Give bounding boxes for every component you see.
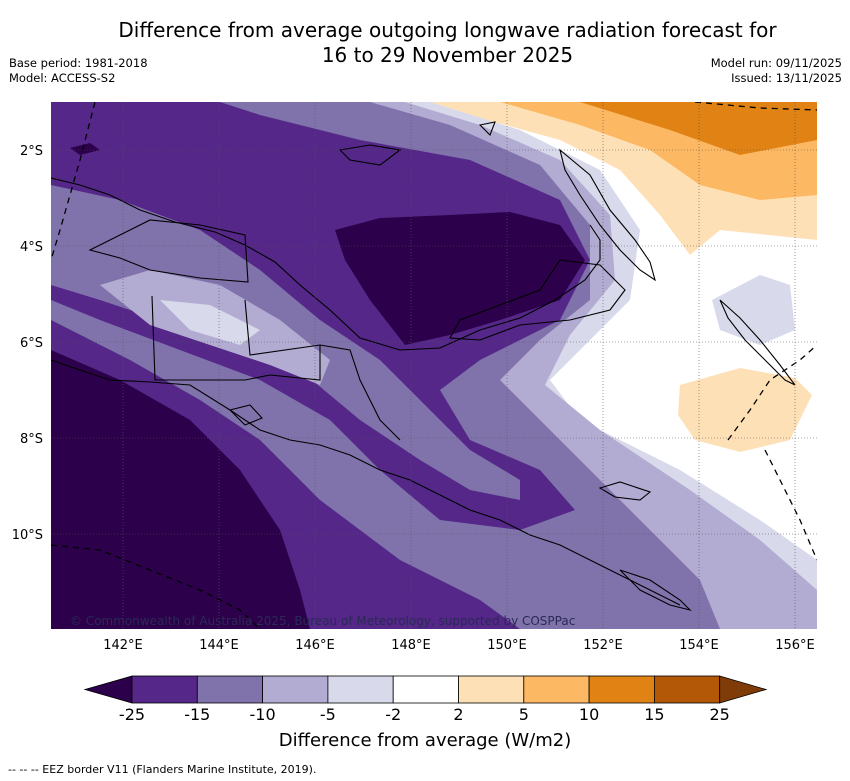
colorbar-segment (262, 675, 329, 704)
colorbar-tick-label: -15 (184, 705, 211, 724)
louisiade-islands (619, 569, 692, 612)
y-axis-ticks: 2°S 4°S 6°S 8°S 10°S (12, 144, 43, 543)
eez-border-southeast (764, 449, 817, 561)
eez-border-east (727, 344, 817, 441)
colorbar-segment (523, 675, 590, 704)
chart-title: Difference from average outgoing longwav… (90, 18, 805, 68)
gridlines (51, 102, 817, 629)
colorbar-tick-label: -2 (385, 705, 402, 724)
anomaly-band-negative-15-25-north (51, 102, 590, 530)
eez-border-west-north (51, 102, 96, 261)
y-tick-label: 10°S (12, 528, 43, 543)
colorbar-segment (327, 675, 394, 704)
base-info: Base period: 1981-2018 Model: ACCESS-S2 (9, 56, 148, 86)
eez-border-northeast (694, 102, 817, 111)
anomaly-band-interior-lightest (160, 300, 260, 345)
x-tick-label: 148°E (391, 638, 431, 653)
colorbar-tick-label: 2 (453, 705, 464, 724)
anomaly-core-negative-north (335, 212, 585, 345)
bougainville-coast (719, 299, 796, 386)
colorbar-segment (588, 675, 655, 704)
x-tick-label: 152°E (583, 638, 623, 653)
colorbar-tick-label: -5 (319, 705, 336, 724)
colorbar-segment (458, 675, 525, 704)
eez-borders (51, 102, 817, 629)
run-info: Model run: 09/11/2025 Issued: 13/11/2025 (711, 56, 842, 86)
colorbar-tick-label: 10 (578, 705, 600, 724)
new-britain-coast (449, 259, 626, 341)
x-tick-label: 150°E (487, 638, 527, 653)
bird-head-coast (88, 219, 249, 283)
colorbar-segment (392, 675, 459, 704)
colorbar-tick-label: -10 (249, 705, 276, 724)
eez-footnote: -- -- -- EEZ border V11 (Flanders Marine… (8, 763, 317, 776)
x-tick-label: 146°E (295, 638, 335, 653)
colorbar-tick-label: 25 (709, 705, 730, 724)
new-ireland-coast (559, 148, 656, 282)
y-tick-label: 6°S (20, 336, 43, 351)
new-guinea-south-coast (51, 359, 681, 606)
x-tick-label: 144°E (199, 638, 239, 653)
copyright-notice: © Commonwealth of Australia 2025, Bureau… (70, 614, 575, 628)
x-tick-label: 154°E (679, 638, 719, 653)
colorbar-segment (196, 675, 264, 704)
anomaly-core-negative-small (70, 143, 100, 155)
x-tick-label: 156°E (775, 638, 815, 653)
new-guinea-north-coast (51, 177, 601, 351)
model-name: Model: ACCESS-S2 (9, 71, 116, 85)
colorbar-tick-label: 15 (644, 705, 665, 724)
base-period: Base period: 1981-2018 (9, 56, 148, 70)
anomaly-core-negative-south (51, 350, 310, 629)
y-tick-label: 4°S (20, 240, 43, 255)
small-island-1 (478, 121, 496, 136)
anomaly-patch-positive-east (678, 368, 812, 452)
colorbar-extend-low (83, 675, 133, 704)
south-coast-islands (228, 404, 263, 426)
manus-island (338, 144, 402, 166)
y-tick-label: 8°S (20, 432, 43, 447)
colorbar-title: Difference from average (W/m2) (278, 730, 572, 751)
colorbar-tick-label: -25 (118, 705, 146, 724)
forecast-map: © Commonwealth of Australia 2025, Bureau… (51, 102, 817, 629)
x-axis-ticks: 142°E 144°E 146°E 148°E 150°E 152°E 154°… (103, 638, 815, 653)
x-tick-label: 142°E (103, 638, 143, 653)
title-line-2: 16 to 29 November 2025 (321, 43, 574, 67)
colorbar (83, 675, 768, 704)
anomaly-band-positive-10-15 (580, 102, 817, 155)
anomaly-patch-negative-east (712, 275, 795, 345)
colorbar-segment (131, 675, 198, 704)
trobriand-islands (598, 481, 652, 501)
colorbar-tick-label: 5 (518, 705, 529, 724)
colorbar-extend-high (719, 675, 768, 704)
province-border-west (151, 295, 321, 381)
y-tick-label: 2°S (20, 144, 43, 159)
model-run: Model run: 09/11/2025 (710, 56, 842, 70)
issued-date: Issued: 13/11/2025 (731, 71, 842, 85)
colorbar-segment (654, 675, 721, 704)
title-line-1: Difference from average outgoing longwav… (118, 18, 777, 42)
coastlines (51, 121, 796, 612)
province-border-central (244, 299, 401, 441)
